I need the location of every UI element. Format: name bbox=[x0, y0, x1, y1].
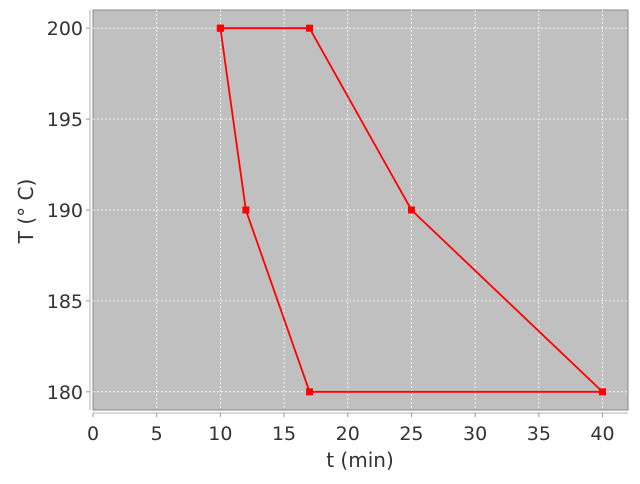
x-tick-label: 10 bbox=[208, 423, 232, 445]
y-tick-label: 185 bbox=[47, 291, 83, 313]
axes: 0 5 10 15 20 25 30 35 40 180 185 190 195 200 bbox=[47, 10, 628, 445]
data-point-marker bbox=[216, 24, 224, 32]
x-tick-label: 15 bbox=[272, 423, 296, 445]
x-tick-label: 5 bbox=[151, 423, 163, 445]
x-tick-label: 40 bbox=[590, 423, 614, 445]
x-axis-label: t (min) bbox=[326, 448, 394, 472]
data-point-marker bbox=[242, 206, 250, 214]
data-point-marker bbox=[306, 24, 314, 32]
x-tick-label: 20 bbox=[336, 423, 360, 445]
data-point-marker bbox=[306, 388, 314, 396]
y-tick-label: 190 bbox=[47, 200, 83, 222]
series bbox=[216, 24, 607, 396]
y-axis-label: T (° C) bbox=[14, 179, 38, 245]
x-tick-label: 35 bbox=[527, 423, 551, 445]
data-point-marker bbox=[599, 388, 607, 396]
x-tick-label: 30 bbox=[463, 423, 487, 445]
y-tick-label: 180 bbox=[47, 382, 83, 404]
data-point-marker bbox=[407, 206, 415, 214]
y-tick-label: 200 bbox=[47, 18, 83, 40]
x-tick-label: 0 bbox=[87, 423, 99, 445]
x-tick-label: 25 bbox=[399, 423, 423, 445]
y-tick-label: 195 bbox=[47, 109, 83, 131]
